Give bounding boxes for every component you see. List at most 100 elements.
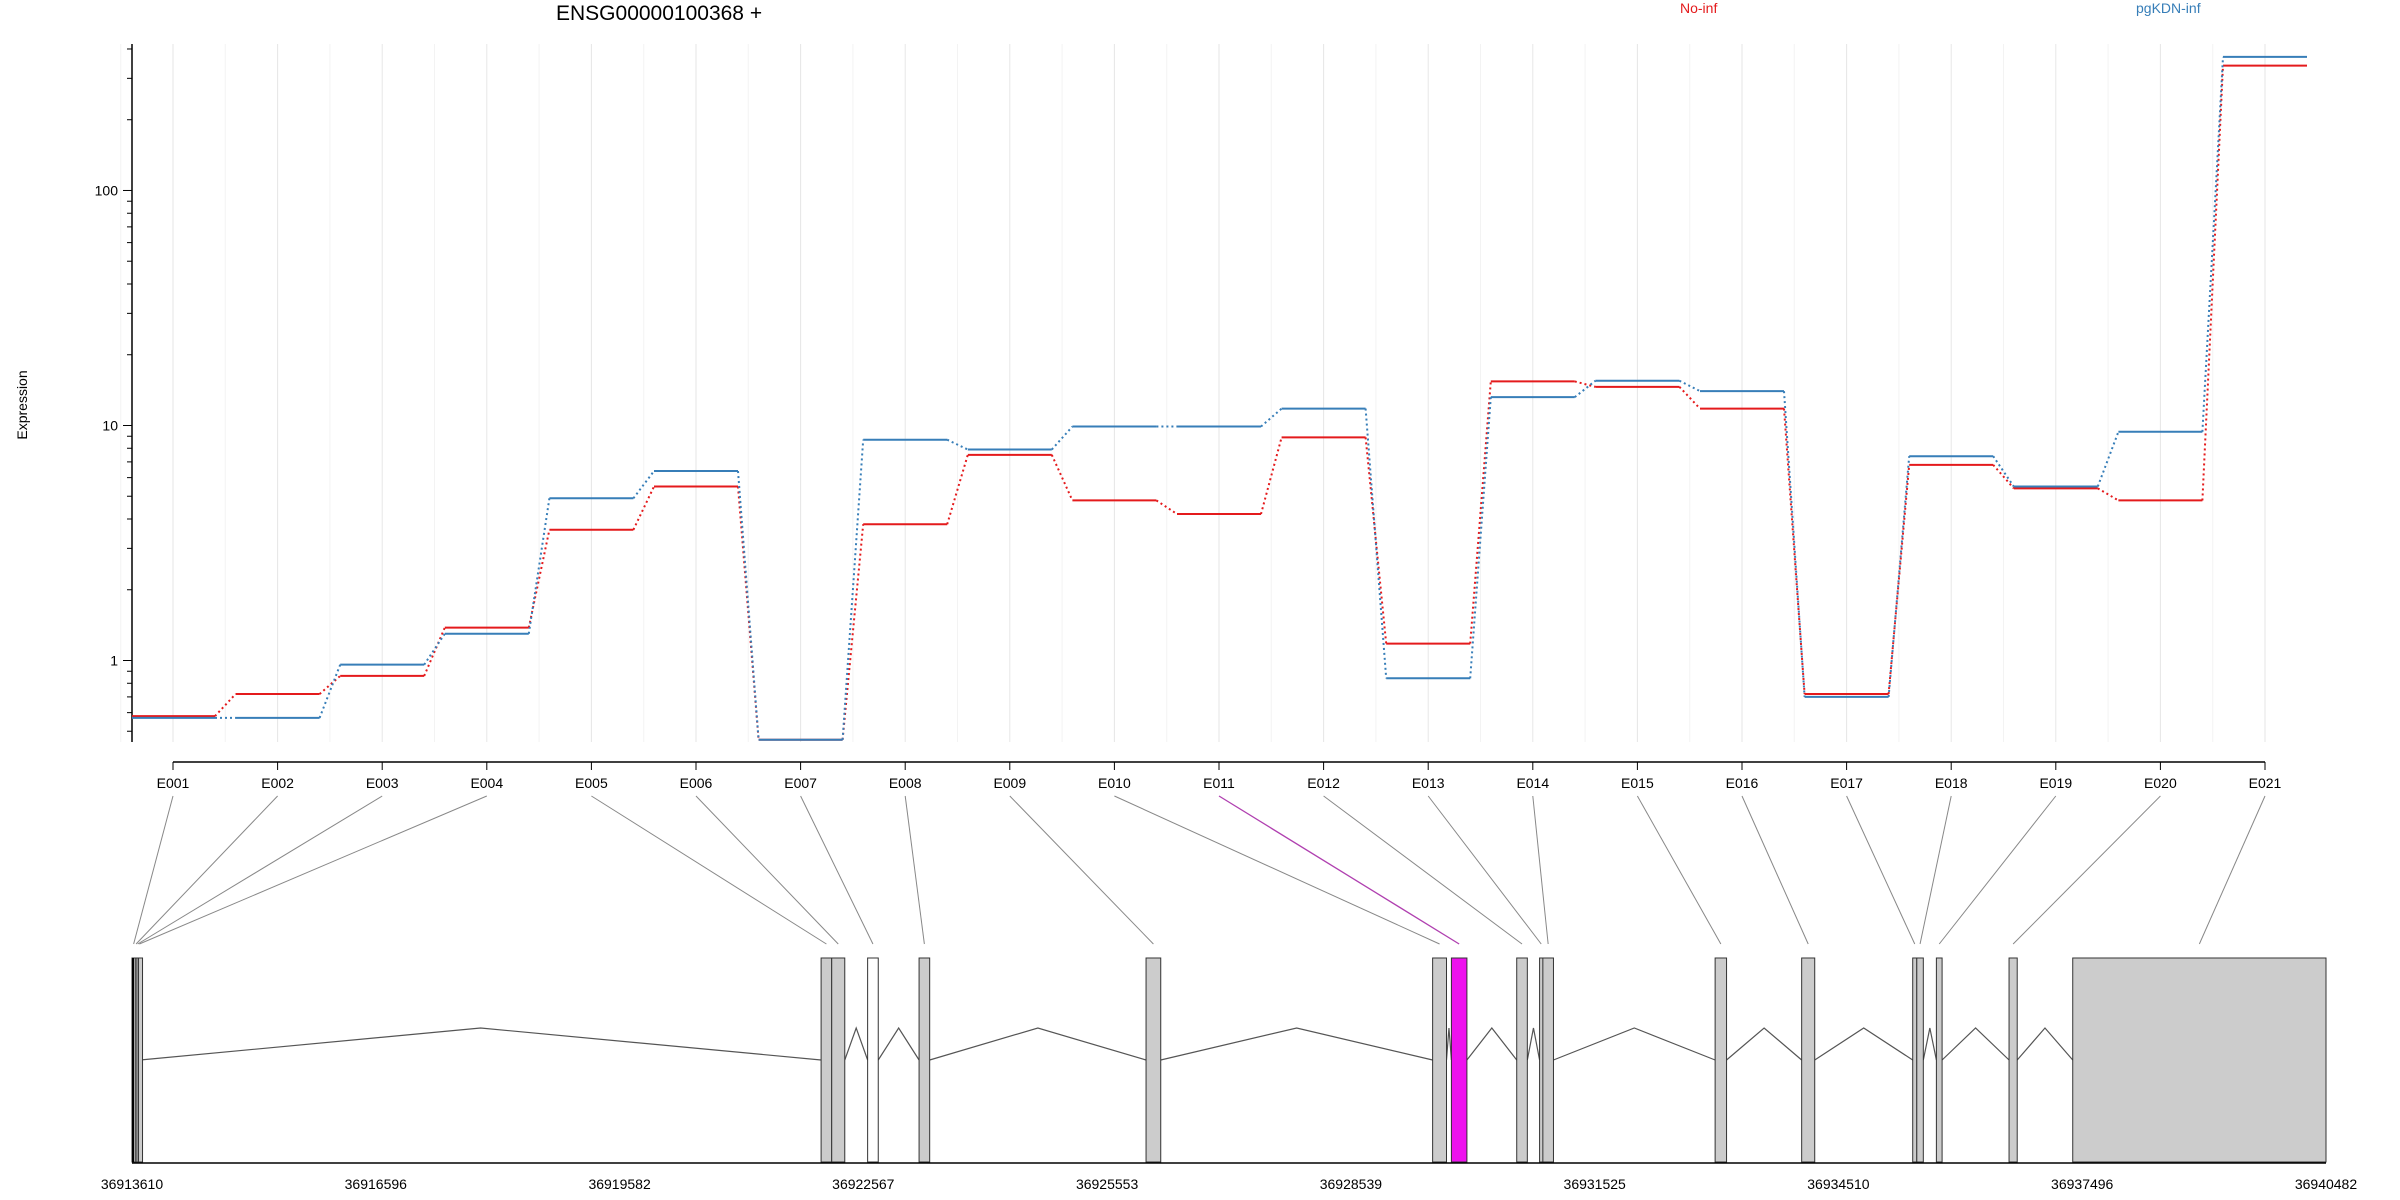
- genomic-coordinate-axis: 36913610 36916596 36919582 36922567 36925553…: [101, 1162, 2358, 1192]
- series-connector: [423, 627, 446, 677]
- series-pgkdn-inf: [132, 55, 2307, 741]
- connector-E016: [1741, 795, 1809, 945]
- x-tick-label-E018: E018: [1935, 775, 1968, 791]
- x-tick-label-E020: E020: [2144, 775, 2177, 791]
- series-connector: [1469, 381, 1492, 644]
- x-axis: E001 E002 E003 E004 E005 E006 E007 E008 E009 E010…: [157, 761, 2282, 791]
- intron-line: [1814, 1027, 1914, 1061]
- x-tick-label-E007: E007: [784, 775, 817, 791]
- y-axis: 1 10 100: [95, 44, 133, 742]
- genomic-tick-label: 36931525: [1564, 1176, 1627, 1192]
- connector-E018: [1919, 795, 1952, 945]
- exon-box-E004: [138, 957, 144, 1163]
- connector-E002: [135, 795, 278, 945]
- y-tick-label: 1: [110, 653, 118, 669]
- x-tick-label-E017: E017: [1830, 775, 1863, 791]
- exon-box-E011: [1450, 957, 1468, 1163]
- x-tick-label-E010: E010: [1098, 775, 1131, 791]
- series-connector: [946, 438, 969, 451]
- x-tick-label-E015: E015: [1621, 775, 1654, 791]
- series-connector: [1574, 380, 1596, 388]
- series-connector: [1574, 379, 1597, 398]
- intron-line: [140, 1027, 822, 1061]
- genomic-tick-label: 36937496: [2051, 1176, 2114, 1192]
- series-connector: [737, 486, 760, 740]
- x-tick-label-E003: E003: [366, 775, 399, 791]
- exon-box-E006: [831, 957, 846, 1163]
- genomic-tick-label: 36940482: [2295, 1176, 2358, 1192]
- connector-E011: [1218, 795, 1460, 945]
- series-connector: [1992, 455, 2015, 488]
- x-tick-label-E008: E008: [889, 775, 922, 791]
- genomic-tick-label: 36934510: [1807, 1176, 1870, 1192]
- connector-E017: [1846, 795, 1916, 945]
- series-lines: [132, 55, 2307, 741]
- series-connector: [1050, 454, 1074, 501]
- intron-line: [1941, 1027, 2010, 1061]
- connector-E008: [904, 795, 925, 945]
- series-connector: [1364, 408, 1388, 679]
- connector-E001: [133, 795, 174, 945]
- series-connector: [2097, 487, 2119, 502]
- legend-label-pgkdn-inf: pgKDN-inf: [2136, 0, 2201, 16]
- connector-E004: [139, 795, 487, 945]
- exon-box-E017: [1912, 957, 1918, 1163]
- exon-connector-lines: [133, 795, 2266, 945]
- connector-E012: [1323, 795, 1523, 945]
- y-tick-label: 100: [95, 182, 119, 198]
- exon-box-E012: [1516, 957, 1528, 1163]
- genomic-tick-label: 36922567: [832, 1176, 895, 1192]
- gene-model: [131, 957, 2327, 1163]
- exon-box-E007: [867, 957, 879, 1163]
- genomic-tick-label: 36928539: [1320, 1176, 1383, 1192]
- genomic-tick-label: 36925553: [1076, 1176, 1139, 1192]
- intron-line: [1526, 1027, 1541, 1061]
- intron-line: [844, 1026, 869, 1061]
- intron-line: [1553, 1027, 1716, 1061]
- exon-box-E010: [1432, 957, 1448, 1163]
- grid-lines: [120, 44, 2266, 742]
- legend-label-no-inf: No-inf: [1680, 0, 1718, 16]
- connector-E010: [1114, 795, 1440, 945]
- series-connector: [423, 633, 446, 666]
- y-tick-label: 10: [102, 417, 118, 433]
- x-tick-label-E012: E012: [1307, 775, 1340, 791]
- intron-line: [1726, 1027, 1803, 1061]
- x-tick-label-E009: E009: [993, 775, 1026, 791]
- exon-box-E018: [1916, 957, 1924, 1163]
- series-connector: [946, 454, 969, 525]
- series-connector: [214, 693, 237, 717]
- exon-box-E005: [820, 957, 833, 1163]
- series-connector: [1155, 499, 1178, 515]
- intron-line: [929, 1027, 1147, 1061]
- series-connector: [1783, 391, 1806, 697]
- series-connector: [841, 439, 865, 740]
- connector-E003: [137, 795, 383, 945]
- connector-E019: [1938, 795, 2057, 945]
- x-tick-label-E005: E005: [575, 775, 608, 791]
- genomic-tick-label: 36919582: [588, 1176, 651, 1192]
- x-tick-label-E014: E014: [1516, 775, 1549, 791]
- x-tick-label-E001: E001: [157, 775, 190, 791]
- x-tick-label-E011: E011: [1203, 775, 1235, 791]
- connector-E020: [2012, 795, 2161, 945]
- intron-line: [877, 1026, 920, 1061]
- x-tick-label-E021: E021: [2249, 775, 2282, 791]
- x-tick-label-E016: E016: [1726, 775, 1759, 791]
- x-tick-label-E013: E013: [1412, 775, 1445, 791]
- intron-line: [1466, 1027, 1518, 1061]
- x-tick-label-E006: E006: [680, 775, 713, 791]
- intron-line: [2016, 1027, 2074, 1061]
- exon-box-E020: [2008, 957, 2018, 1163]
- series-connector: [1887, 464, 1911, 695]
- exon-box-E016: [1801, 957, 1816, 1163]
- connector-E021: [2198, 795, 2266, 945]
- x-tick-label-E002: E002: [261, 775, 294, 791]
- series-connector: [1469, 397, 1492, 679]
- genomic-tick-label: 36916596: [345, 1176, 408, 1192]
- exon-box-E021: [2072, 957, 2327, 1163]
- intron-line: [1160, 1027, 1433, 1061]
- connector-E005: [591, 795, 827, 945]
- connector-E014: [1532, 795, 1549, 945]
- connector-E006: [695, 795, 839, 945]
